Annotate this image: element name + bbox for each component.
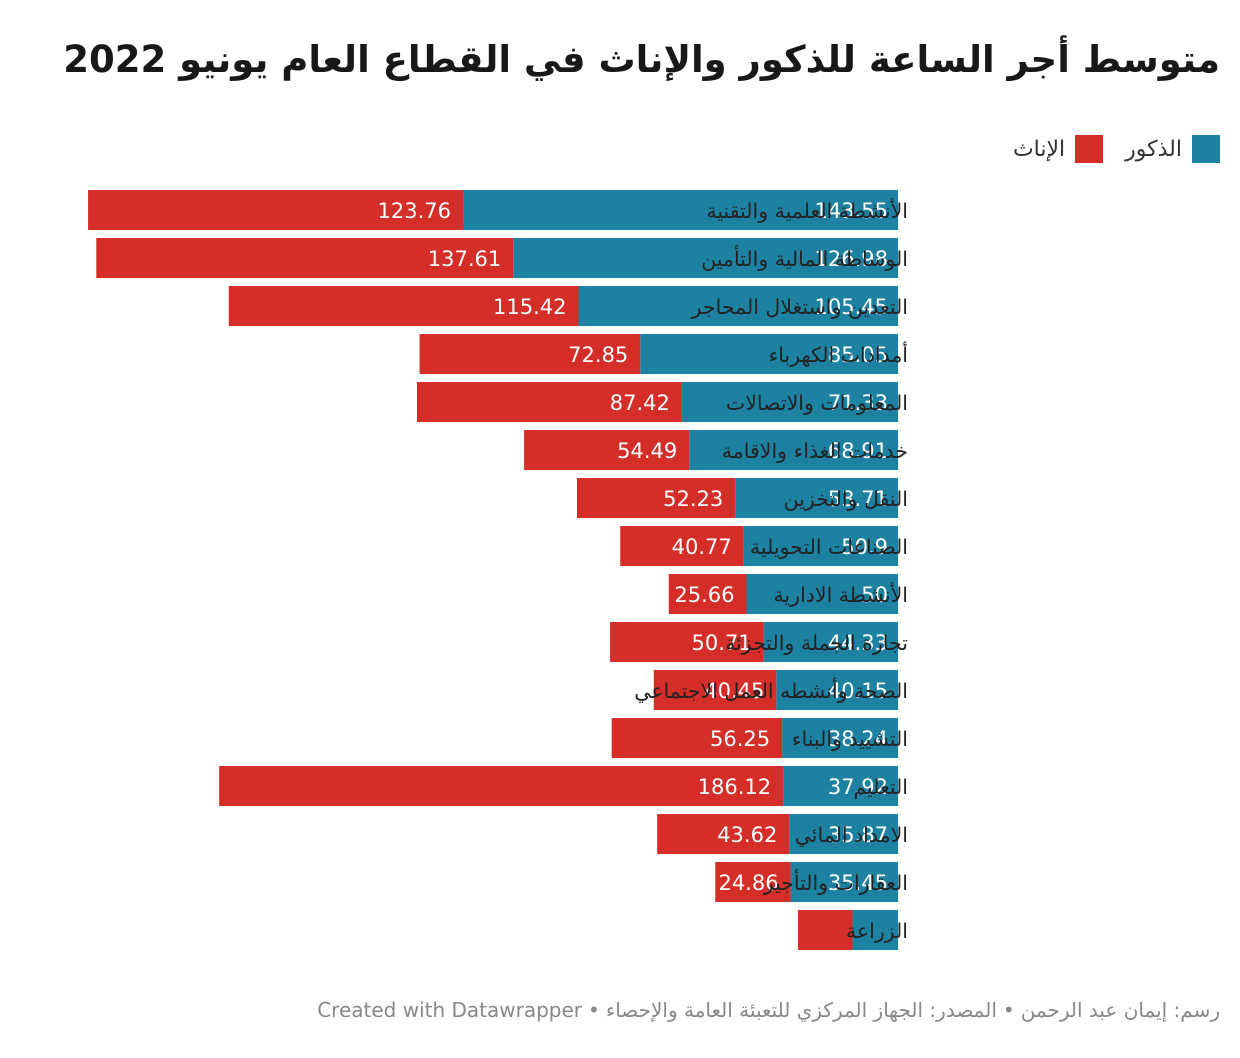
bar-female-14 [715, 862, 791, 902]
legend-label-male: الذكور [1125, 136, 1182, 162]
bar-female-3 [419, 334, 641, 374]
bar-male-9 [763, 622, 898, 662]
category-label-3: أمدادات الكهرباء [769, 342, 908, 367]
footer-credit: رسم: إيمان عبد الرحمن [1020, 998, 1220, 1022]
bar-female-8 [668, 574, 747, 614]
label-female-13: 43.62 [717, 823, 777, 847]
category-label-14: العقارات والتأجير [763, 869, 908, 895]
legend-item-male: الذكور [1125, 135, 1220, 163]
bar-male-14 [790, 862, 898, 902]
category-label-5: خدمات الغذاء والاقامة [722, 439, 908, 463]
category-label-11: التشييد والبناء [792, 727, 908, 751]
label-male-5: 68.91 [828, 439, 888, 463]
legend-label-female: الإناث [1012, 136, 1066, 162]
category-label-4: المعلومات والاتصالات [726, 391, 908, 415]
label-male-10: 40.15 [828, 679, 888, 703]
stacked-bar-chart: 143.55 123.76 الأنشطة العلمية والتقنية 126.… [88, 190, 908, 950]
label-male-1: 126.98 [815, 247, 888, 271]
bar-female-1 [96, 238, 514, 278]
bar-female-10 [653, 670, 777, 710]
bar-female-7 [620, 526, 744, 566]
bar-female-6 [577, 478, 736, 518]
legend-swatch-male [1192, 135, 1220, 163]
bar-male-8 [746, 574, 898, 614]
bar-male-11 [782, 718, 898, 758]
label-male-4: 71.33 [828, 391, 888, 415]
label-female-6: 52.23 [663, 487, 723, 511]
label-male-11: 38.24 [828, 727, 888, 751]
category-label-13: الامداد المائي [795, 823, 908, 847]
bar-female-11 [611, 718, 783, 758]
bar-male-1 [513, 238, 898, 278]
label-female-9: 50.71 [692, 631, 752, 655]
label-female-1: 137.61 [428, 247, 501, 271]
label-female-7: 40.77 [672, 535, 732, 559]
bar-male-2 [578, 286, 898, 326]
bar-male-12 [783, 766, 898, 806]
category-label-12: التعليم [853, 775, 908, 799]
label-male-8: 50 [861, 583, 888, 607]
label-male-2: 105.45 [815, 295, 888, 319]
bar-male-6 [735, 478, 898, 518]
label-female-2: 115.42 [493, 295, 566, 319]
footer-separator: • [1002, 998, 1015, 1022]
label-male-6: 53.71 [828, 487, 888, 511]
category-label-2: التعدين واستغلال المحاجر [691, 295, 908, 319]
bar-female-13 [657, 814, 790, 854]
label-female-12: 186.12 [698, 775, 771, 799]
bar-male-13 [789, 814, 898, 854]
bar-female-5 [524, 430, 690, 470]
category-label-8: الأنشطة الادارية [773, 582, 908, 607]
label-male-9: 44.33 [828, 631, 888, 655]
bar-male-15 [852, 910, 898, 950]
label-male-12: 37.92 [828, 775, 888, 799]
label-female-8: 25.66 [674, 583, 734, 607]
label-female-0: 123.76 [378, 199, 451, 223]
bar-female-12 [219, 766, 784, 806]
label-female-14: 24.86 [718, 871, 778, 895]
footer-separator: • [588, 998, 600, 1022]
category-label-1: الوساطة المالية والتأمين [701, 245, 908, 271]
bar-male-5 [689, 430, 898, 470]
category-label-10: الصحة وأنشطه العمل الاجتماعي [634, 678, 908, 703]
label-male-13: 35.87 [828, 823, 888, 847]
bar-male-7 [743, 526, 898, 566]
legend: الذكور الإناث [1013, 132, 1220, 166]
bar-female-2 [228, 286, 579, 326]
footer-tool-credit: Created with Datawrapper [317, 998, 583, 1022]
legend-swatch-female [1075, 135, 1104, 163]
footer: رسم: إيمان عبد الرحمن•المصدر: الجهاز الم… [317, 998, 1220, 1022]
label-male-7: 50.9 [841, 535, 888, 559]
label-male-0: 143.55 [815, 199, 888, 223]
bar-female-9 [610, 622, 764, 662]
label-female-5: 54.49 [617, 439, 677, 463]
label-female-3: 72.85 [568, 343, 628, 367]
footer-source: المصدر: الجهاز المركزي للتعبئة العامة وا… [605, 998, 997, 1022]
category-label-9: تجارة الجملة والتجزئة [725, 631, 908, 655]
category-label-6: النقل والتخزين [784, 487, 908, 511]
bar-male-10 [776, 670, 898, 710]
bar-female-15 [798, 910, 853, 950]
label-female-10: 40.45 [704, 679, 764, 703]
category-label-15: الزراعة [846, 919, 908, 943]
legend-item-female: الإناث [1012, 135, 1104, 163]
bar-male-0 [463, 190, 898, 230]
bar-female-4 [416, 382, 682, 422]
label-male-3: 85.05 [828, 343, 888, 367]
label-female-11: 56.25 [710, 727, 770, 751]
bar-female-0 [88, 190, 464, 230]
bar-male-3 [640, 334, 898, 374]
label-male-14: 35.45 [828, 871, 888, 895]
chart-title: متوسط أجر الساعة للذكور والإناث في القطا… [63, 38, 1220, 81]
category-label-0: الأنشطة العلمية والتقنية [706, 198, 908, 223]
bar-male-4 [681, 382, 898, 422]
category-label-7: الصناعات التحويلية [750, 535, 908, 559]
label-female-4: 87.42 [610, 391, 670, 415]
